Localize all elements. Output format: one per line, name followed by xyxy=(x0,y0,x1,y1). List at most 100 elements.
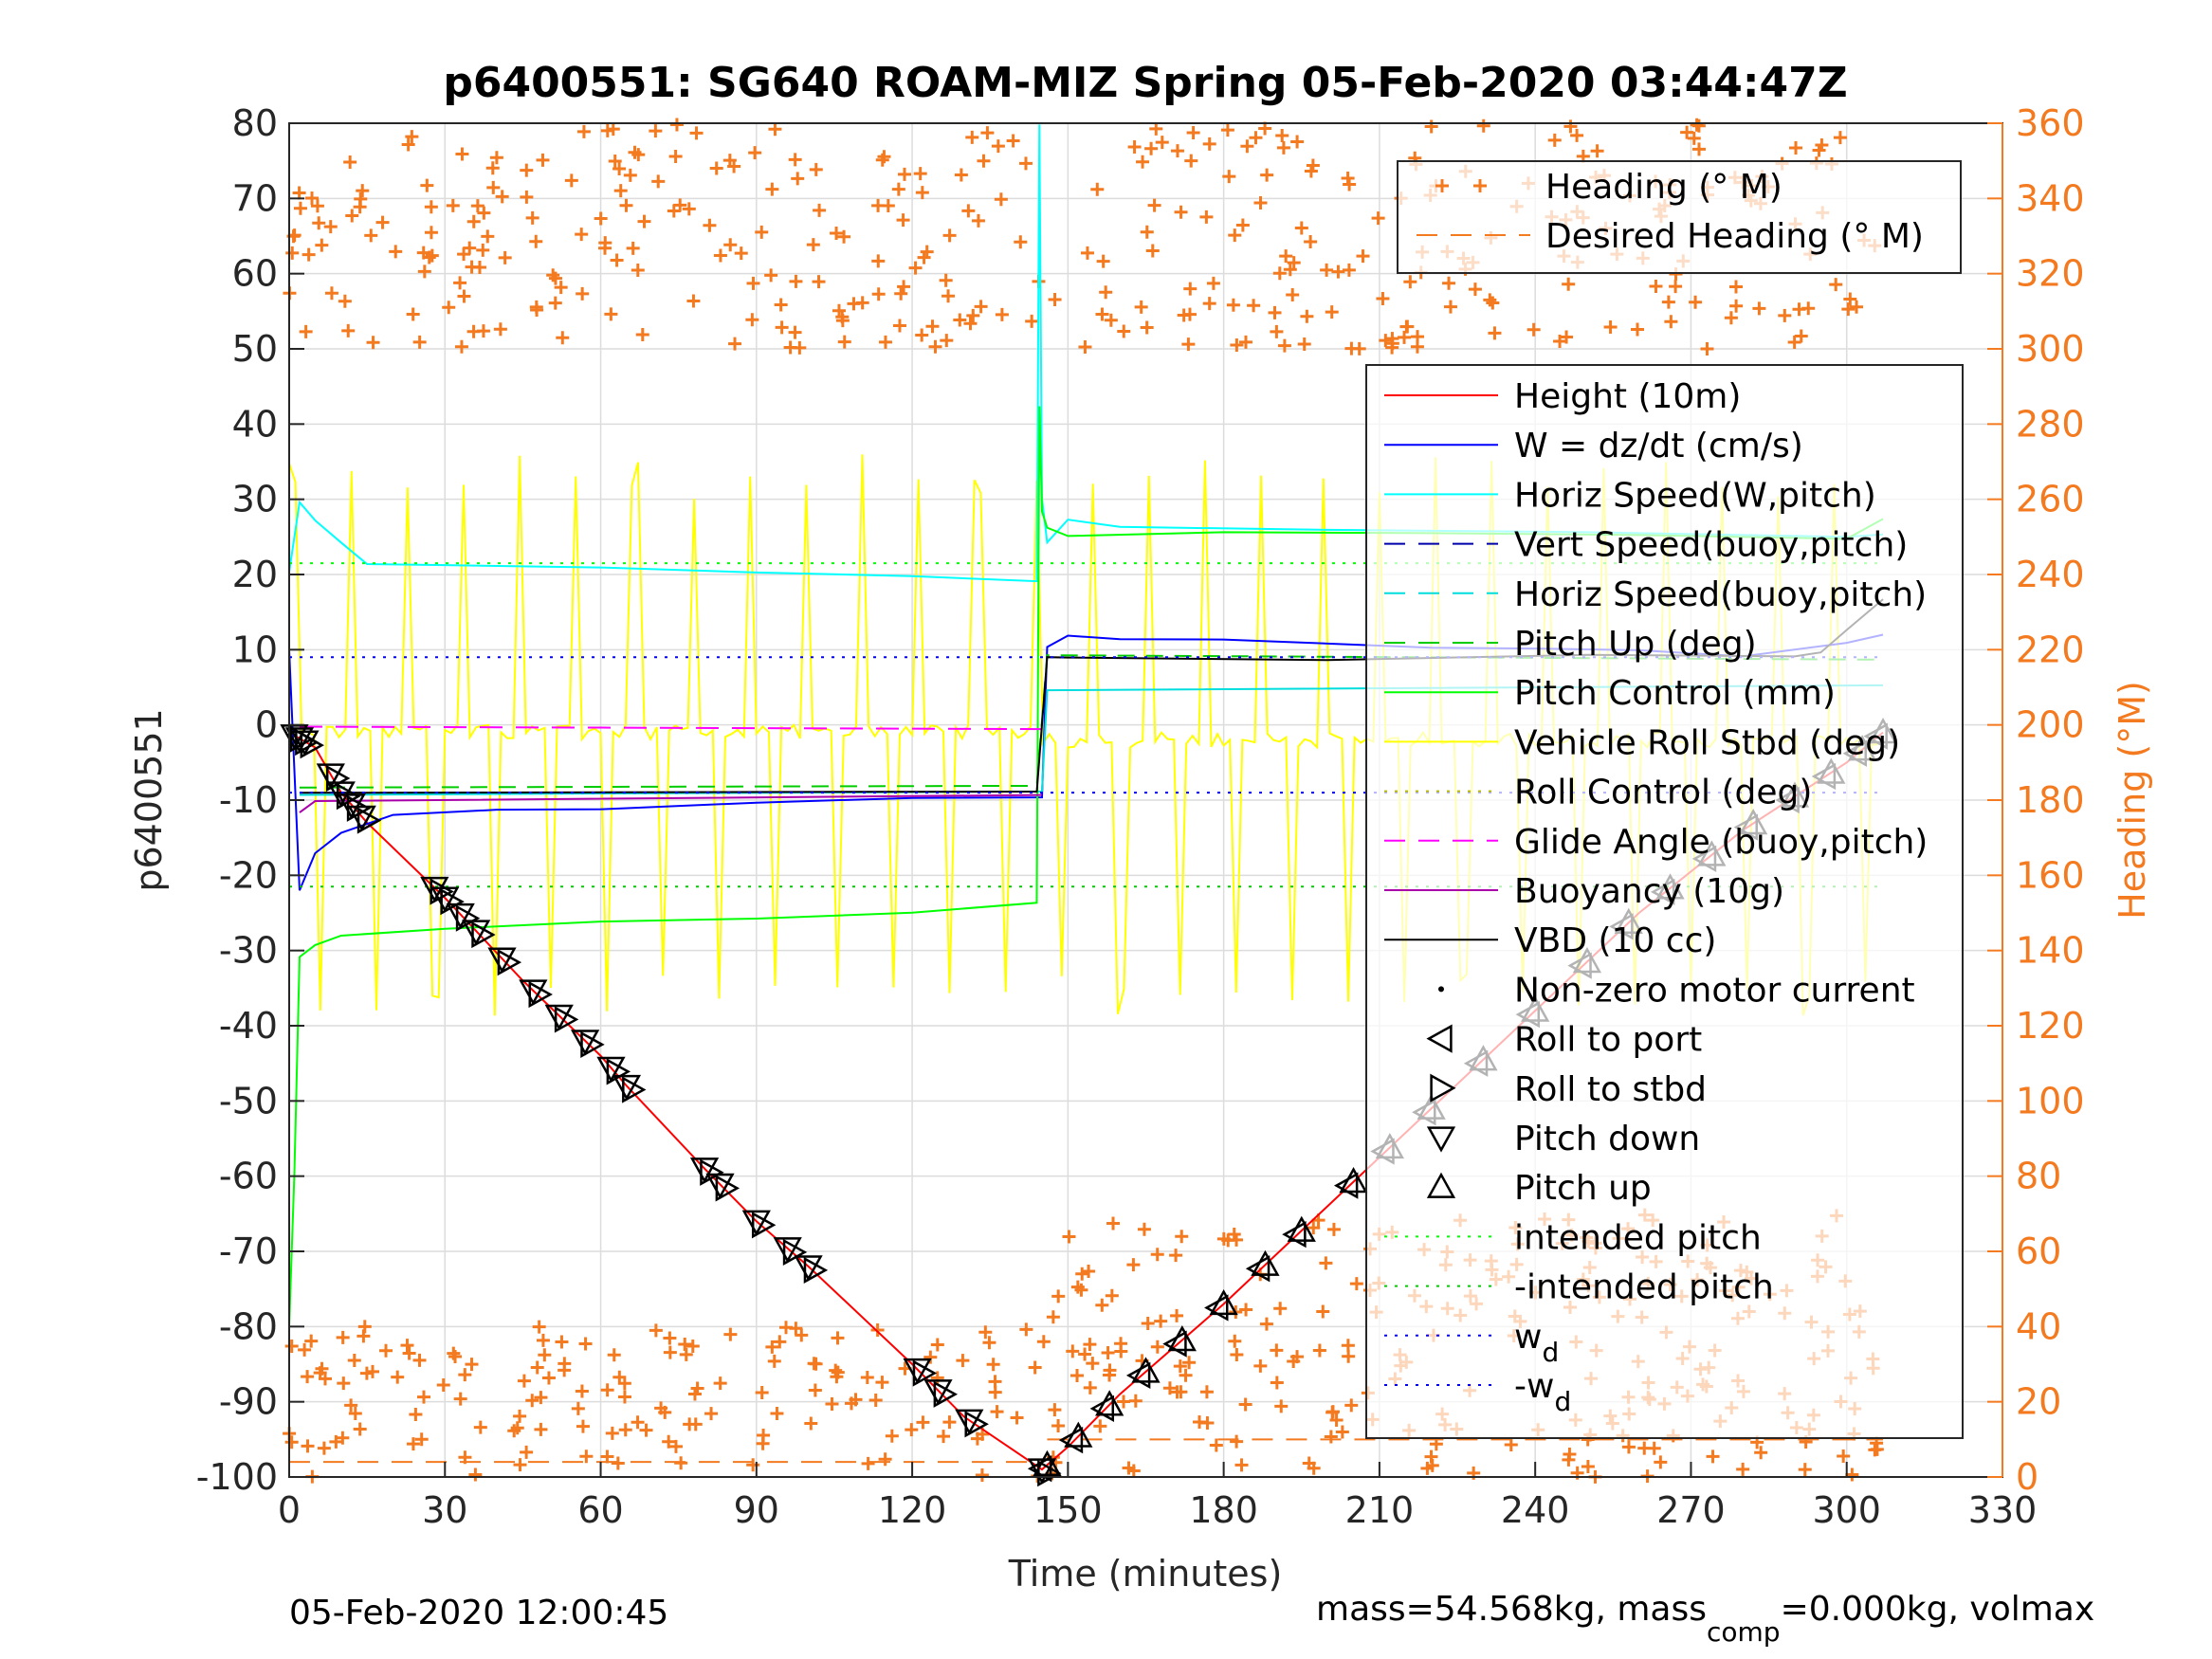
y-tick-label-right: 180 xyxy=(2016,779,2085,821)
pitch-down-marker xyxy=(487,947,517,974)
y-tick-label-right: 260 xyxy=(2016,479,2085,520)
pitch-down-marker xyxy=(955,1409,984,1435)
series-line-6 xyxy=(299,725,1042,731)
footer-timestamp: 05-Feb-2020 12:00:45 xyxy=(289,1594,668,1632)
y-tick-label-right: 300 xyxy=(2016,328,2085,370)
legend-symbol xyxy=(1426,1126,1456,1153)
y-tick-label-right: 20 xyxy=(2016,1381,2061,1423)
y-tick-label-left: 70 xyxy=(232,177,278,219)
legend-label-text: Pitch Control (mm) xyxy=(1514,674,1836,713)
x-axis-label: Time (minutes) xyxy=(1008,1553,1283,1595)
legend-label: -intended pitch xyxy=(1514,1268,1774,1307)
y-tick-label-right: 160 xyxy=(2016,854,2085,896)
y-tick-label-left: -90 xyxy=(219,1381,278,1423)
y-tick-label-left: 20 xyxy=(232,554,278,595)
legend-label-text: intended pitch xyxy=(1514,1218,1762,1257)
legend-label: -wd xyxy=(1514,1367,1571,1417)
legend-label-text: Vehicle Roll Stbd (deg) xyxy=(1514,723,1900,762)
pitch-down-marker xyxy=(519,979,548,1006)
legend-symbol xyxy=(1438,986,1444,993)
legend-symbol xyxy=(1426,1172,1456,1198)
legend-label: Horiz Speed(buoy,pitch) xyxy=(1514,575,1927,614)
y-tick-label-right: 200 xyxy=(2016,704,2085,746)
pitch-down-marker xyxy=(612,1074,642,1102)
y-tick-label-right: 100 xyxy=(2016,1080,2085,1121)
pitch-down-marker xyxy=(544,1004,574,1030)
roll-marker xyxy=(964,1411,989,1438)
legend-label-sub: d xyxy=(1554,1386,1571,1417)
y-tick-label-right: 140 xyxy=(2016,930,2085,972)
legend-label-text: W = dz/dt (cm/s) xyxy=(1514,427,1803,465)
roll-marker xyxy=(528,980,553,1009)
roll-marker xyxy=(1333,1172,1359,1199)
y-tick-label-left: 0 xyxy=(255,704,278,746)
pitch-down-marker xyxy=(903,1358,932,1385)
main-legend: Height (10m) W = dz/dt (cm/s) Horiz Speed(… xyxy=(1365,364,1964,1439)
y-tick-label-right: 0 xyxy=(2016,1456,2038,1498)
legend-label-text: Roll to stbd xyxy=(1514,1070,1707,1109)
legend-label-text: -w xyxy=(1514,1367,1554,1406)
pitch-down-marker xyxy=(705,1173,735,1199)
legend-label: Buoyancy (10g) xyxy=(1514,872,1784,911)
legend-label: Roll Control (deg) xyxy=(1514,774,1812,812)
y-tick-label-left: -10 xyxy=(219,779,278,821)
roll-marker xyxy=(803,1256,829,1284)
legend-label-text: Glide Angle (buoy,pitch) xyxy=(1514,823,1928,862)
footer-mass-pre: mass=54.568kg, mass xyxy=(1316,1590,1707,1629)
axis-ticks: 0 30 60 90 120 150 180 210 240 270 300 330-100-90-8… xyxy=(196,102,2085,1531)
pitch-down-marker xyxy=(430,886,460,913)
legend-label-text: -intended pitch xyxy=(1514,1268,1774,1307)
legend-label: Vehicle Roll Stbd (deg) xyxy=(1514,723,1900,762)
pitch-down-marker xyxy=(923,1379,953,1406)
y-tick-label-right: 320 xyxy=(2016,253,2085,295)
roll-marker xyxy=(1027,1455,1052,1483)
legend-label-text: Pitch down xyxy=(1514,1120,1700,1158)
legend-symbol xyxy=(1426,1024,1453,1053)
pitch-down-marker xyxy=(773,1237,802,1264)
legend-label-text: Roll to port xyxy=(1514,1021,1702,1060)
y-tick-label-left: -80 xyxy=(219,1305,278,1347)
y-tick-label-left: 80 xyxy=(232,102,278,144)
legend-label-text: Buoyancy (10g) xyxy=(1514,872,1784,911)
roll-marker xyxy=(933,1380,959,1408)
y-tick-label-right: 360 xyxy=(2016,102,2085,144)
x-tick-label: 270 xyxy=(1656,1489,1726,1531)
legend-label-text: VBD (10 cc) xyxy=(1514,921,1716,960)
legend-label-text: Horiz Speed(W,pitch) xyxy=(1514,476,1876,515)
legend-label-text: Pitch up xyxy=(1514,1169,1652,1208)
y-tick-label-left: -30 xyxy=(219,930,278,972)
y-tick-label-right: 120 xyxy=(2016,1005,2085,1047)
x-tick-label: 330 xyxy=(1968,1489,2038,1531)
legend-label-text: w xyxy=(1514,1318,1542,1357)
roll-marker xyxy=(1058,1427,1084,1454)
pitch-down-marker xyxy=(596,1056,626,1084)
footer-mass-sub: comp xyxy=(1707,1616,1781,1648)
legend-label-sub: d xyxy=(1542,1337,1559,1368)
legend-label: W = dz/dt (cm/s) xyxy=(1514,427,1803,465)
pitch-down-marker xyxy=(284,727,315,754)
legend-label: Glide Angle (buoy,pitch) xyxy=(1514,823,1928,862)
roll-marker xyxy=(751,1212,777,1239)
roll-marker xyxy=(715,1175,740,1202)
heading-legend-box xyxy=(1397,160,1962,274)
pitch-down-marker xyxy=(446,902,475,930)
heading-legend: Heading (° M) Desired Heading (° M) xyxy=(1397,160,1962,274)
y-tick-label-left: 30 xyxy=(232,479,278,520)
pitch-down-marker xyxy=(316,763,345,790)
legend-label: Height (10m) xyxy=(1514,377,1741,416)
footer-mass-info: mass=54.568kg, masscomp=0.000kg, volmax xyxy=(1316,1590,2094,1648)
y-tick-label-left: -60 xyxy=(219,1156,278,1197)
x-tick-label: 120 xyxy=(878,1489,947,1531)
heading-legend-symbol xyxy=(1435,179,1487,192)
legend-label-text: Height (10m) xyxy=(1514,377,1741,416)
legend-symbol xyxy=(1430,1073,1456,1103)
roll-marker xyxy=(700,1158,724,1186)
legend-label: Pitch Control (mm) xyxy=(1514,674,1836,713)
legend-label-text: Vert Speed(buoy,pitch) xyxy=(1514,526,1908,565)
roll-marker xyxy=(912,1359,938,1387)
legend-label-text: Non-zero motor current xyxy=(1514,971,1915,1010)
roll-marker xyxy=(1245,1255,1271,1283)
y-tick-label-right: 60 xyxy=(2016,1231,2061,1272)
y-tick-label-right: 220 xyxy=(2016,629,2085,670)
